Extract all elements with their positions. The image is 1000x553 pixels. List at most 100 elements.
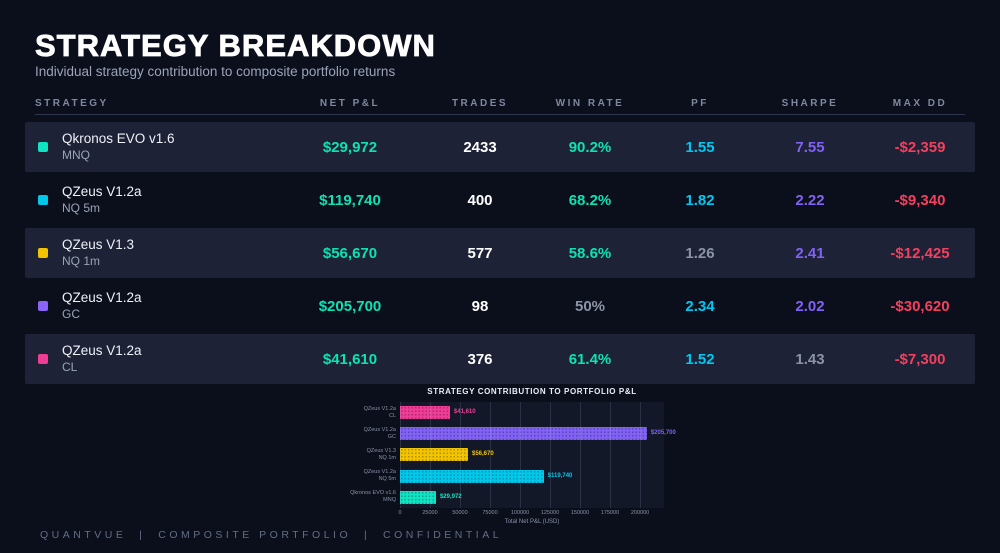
pnl-contribution-chart: STRATEGY CONTRIBUTION TO PORTFOLIO P&L Q… xyxy=(350,386,685,534)
win-rate-value: 90.2% xyxy=(568,138,612,156)
sharpe-value: 2.22 xyxy=(795,191,825,209)
chart-x-tick: 125000 xyxy=(540,510,560,516)
column-header-max-dd: MAX DD xyxy=(892,98,948,109)
chart-bar: $119,740 xyxy=(400,469,572,483)
net-pnl-value: $56,670 xyxy=(322,244,378,262)
chart-x-axis: 0 25000 50000 75000 100000 125000 150000 175000… xyxy=(398,510,664,518)
strategy-cell: QZeus V1.2a GC xyxy=(25,289,275,322)
table-body: Qkronos EVO v1.6 MNQ $29,972 2433 90.2% 1.55 7… xyxy=(25,122,975,384)
chart-bar-row: $119,740 xyxy=(400,469,664,483)
max-dd-value: -$9,340 xyxy=(894,191,946,209)
chart-bar-value-label: $56,670 xyxy=(472,451,494,458)
chart-bar-value-label: $41,610 xyxy=(453,409,476,416)
trades-value: 577 xyxy=(467,244,493,262)
net-pnl-value: $41,610 xyxy=(322,350,378,368)
strategy-color-marker xyxy=(38,141,48,152)
trades-value: 2433 xyxy=(463,138,497,156)
page-title: STRATEGY BREAKDOWN xyxy=(35,28,436,64)
chart-bar-row: $56,670 xyxy=(400,448,664,462)
sharpe-value: 7.55 xyxy=(795,138,825,156)
pf-value: 1.55 xyxy=(685,138,715,156)
chart-y-axis-label: QZeus V1.3 NQ 1m xyxy=(366,448,396,461)
win-rate-value: 58.6% xyxy=(568,244,612,262)
strategy-name: QZeus V1.3 xyxy=(62,237,135,253)
column-header-win-rate: WIN RATE xyxy=(555,98,625,109)
max-dd-value: -$7,300 xyxy=(894,350,946,368)
strategy-instrument: CL xyxy=(62,359,78,374)
strategy-name: Qkronos EVO v1.6 xyxy=(62,131,175,147)
strategy-name: QZeus V1.2a xyxy=(62,184,142,200)
chart-x-tick: 200000 xyxy=(630,510,650,516)
chart-y-axis-label: Qkronos EVO v1.6 MNQ xyxy=(350,490,396,504)
strategy-cell: QZeus V1.3 NQ 1m xyxy=(25,236,275,269)
strategy-name: QZeus V1.2a xyxy=(62,343,142,359)
strategy-cell: Qkronos EVO v1.6 MNQ xyxy=(25,130,275,163)
column-header-net-p-l: NET P&L xyxy=(319,98,381,109)
chart-x-tick: 75000 xyxy=(482,510,498,516)
net-pnl-value: $119,740 xyxy=(319,191,381,209)
trades-value: 376 xyxy=(467,350,493,368)
strategy-row-nq-5m: QZeus V1.2a NQ 5m $119,740 400 68.2% 1.82 2.22… xyxy=(25,175,975,225)
win-rate-value: 68.2% xyxy=(568,191,612,209)
pf-value: 1.26 xyxy=(685,244,715,262)
chart-x-tick: 175000 xyxy=(600,510,620,516)
trades-value: 98 xyxy=(471,297,489,315)
win-rate-value: 50% xyxy=(574,297,606,315)
strategy-row-cl: QZeus V1.2a CL $41,610 376 61.4% 1.52 1.43 -$7,… xyxy=(25,334,975,384)
strategy-instrument: NQ 1m xyxy=(62,253,101,268)
chart-x-tick: 100000 xyxy=(510,510,530,516)
footer-text: QUANTVUE | COMPOSITE PORTFOLIO | CONFIDE… xyxy=(40,529,503,541)
strategy-instrument: MNQ xyxy=(62,147,90,162)
chart-bar-row: $41,610 xyxy=(400,406,664,420)
strategy-row-mnq: Qkronos EVO v1.6 MNQ $29,972 2433 90.2% 1.55 7… xyxy=(25,122,975,172)
strategy-name: QZeus V1.2a xyxy=(62,290,142,306)
chart-bar: $56,670 xyxy=(400,448,494,462)
strategy-cell: QZeus V1.2a NQ 5m xyxy=(25,183,275,216)
pf-value: 1.52 xyxy=(685,350,715,368)
net-pnl-value: $29,972 xyxy=(322,138,378,156)
chart-bar-row: $29,972 xyxy=(400,490,664,504)
trades-value: 400 xyxy=(467,191,493,209)
chart-bar: $29,972 xyxy=(400,490,462,504)
pf-value: 1.82 xyxy=(685,191,715,209)
strategy-color-marker xyxy=(38,353,48,364)
chart-bar: $41,610 xyxy=(400,406,476,420)
chart-y-axis: QZeus V1.2a CL QZeus V1.2a GC QZeus V1.3 NQ 1… xyxy=(340,402,396,508)
chart-plot-area: $41,610 $205,700 $56,670 $119,740 $29,972 xyxy=(400,402,676,508)
sharpe-value: 2.41 xyxy=(795,244,825,262)
net-pnl-value: $205,700 xyxy=(318,297,382,315)
strategy-row-gc: QZeus V1.2a GC $205,700 98 50% 2.34 2.02 -$30,6… xyxy=(25,281,975,331)
column-header-sharpe: SHARPE xyxy=(781,98,839,109)
max-dd-value: -$12,425 xyxy=(890,244,950,262)
chart-bar-value-label: $205,700 xyxy=(650,430,676,437)
pf-value: 2.34 xyxy=(685,297,715,315)
chart-bar-value-label: $29,972 xyxy=(439,493,462,500)
column-header-trades: TRADES xyxy=(451,98,509,109)
chart-x-axis-label: Total Net P&L (USD) xyxy=(504,519,560,525)
table-header-row: STRATEGY NET P&L TRADES WIN RATE PF SHARPE MAX… xyxy=(25,92,975,115)
strategy-instrument: GC xyxy=(62,306,80,321)
chart-x-tick: 0 xyxy=(398,510,402,516)
chart-y-axis-label: QZeus V1.2a GC xyxy=(363,426,396,440)
max-dd-value: -$30,620 xyxy=(890,297,950,315)
chart-x-tick: 25000 xyxy=(422,510,438,516)
strategy-table: STRATEGY NET P&L TRADES WIN RATE PF SHARPE MAX… xyxy=(25,92,975,387)
column-header-pf: PF xyxy=(691,98,709,109)
win-rate-value: 61.4% xyxy=(568,350,612,368)
chart-title: STRATEGY CONTRIBUTION TO PORTFOLIO P&L xyxy=(427,387,637,396)
chart-x-tick: 50000 xyxy=(452,510,468,516)
sharpe-value: 1.43 xyxy=(795,350,825,368)
chart-x-tick: 150000 xyxy=(570,510,590,516)
sharpe-value: 2.02 xyxy=(795,297,825,315)
page-subtitle: Individual strategy contribution to comp… xyxy=(35,64,396,79)
strategy-color-marker xyxy=(38,300,48,311)
chart-bar-value-label: $119,740 xyxy=(547,472,573,479)
strategy-row-nq-1m: QZeus V1.3 NQ 1m $56,670 577 58.6% 1.26 2.41 -$… xyxy=(25,228,975,278)
chart-bar: $205,700 xyxy=(400,427,676,441)
chart-y-axis-label: QZeus V1.2a NQ 5m xyxy=(363,469,396,483)
strategy-color-marker xyxy=(38,247,48,258)
strategy-instrument: NQ 5m xyxy=(62,200,101,215)
max-dd-value: -$2,359 xyxy=(894,138,946,156)
chart-y-axis-label: QZeus V1.2a CL xyxy=(363,405,396,419)
